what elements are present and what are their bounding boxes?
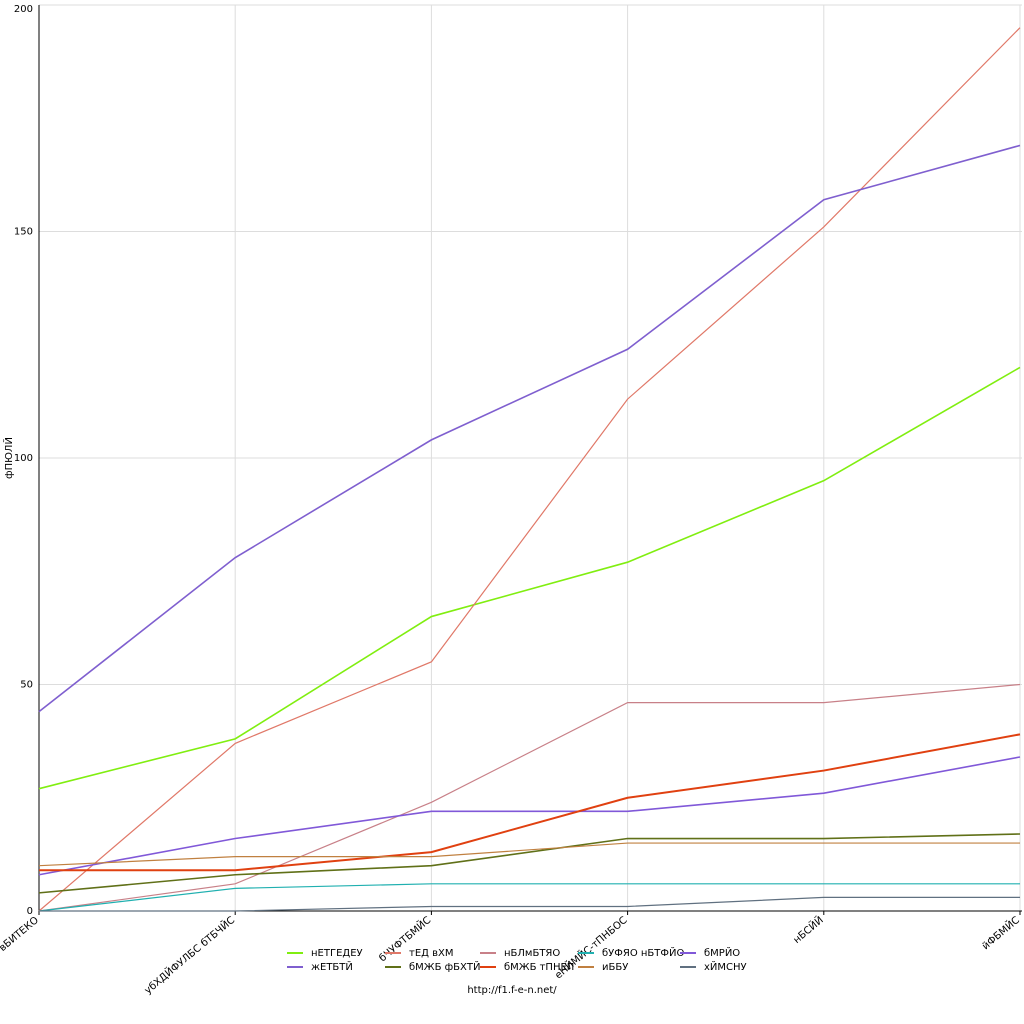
x-tick-label: убХДЙФУЛБС бТБЧЙС [141,913,237,996]
series-line [38,833,1021,894]
legend-label: бМЖБ тПНЕП [504,962,574,973]
legend-label: бМЖБ фБХТЙ [409,960,480,973]
y-axis-label: фПЮЛЙ [2,437,15,479]
x-tick-label: нБСЙЙ [790,913,825,946]
legend-label: нЕТГЕДЕУ [311,948,363,959]
y-tick-label: 100 [14,453,33,464]
series-line [38,842,1020,867]
series-line [38,683,1021,912]
legend-label: иББУ [602,962,628,973]
y-tick-label: 200 [14,4,33,15]
legend-label: нБЛмБТЯО [504,948,560,959]
series-line [38,27,1021,912]
series-line [38,366,1021,790]
series-line [38,883,1020,912]
series-line [38,756,1021,876]
x-tick-label: йФБМЙС [979,913,1022,952]
series-line [39,733,1021,872]
legend-label: жЕТБТЙ [311,960,353,973]
legend-label: бУФЯО нБТФЙО [602,946,684,959]
legend-label: бМРЙО [704,946,740,959]
footer: http://f1.f-e-n.net/ [467,985,557,996]
series-line [38,144,1021,713]
series-line [39,896,1020,912]
x-tick-label: вБИТЕКО [0,915,41,954]
y-tick-label: 50 [20,680,33,691]
y-tick-label: 0 [27,906,33,917]
y-tick-label: 150 [14,227,33,238]
legend-label: тЕД вХМ [409,948,454,959]
legend-label: хЙМСНУ [704,960,747,973]
